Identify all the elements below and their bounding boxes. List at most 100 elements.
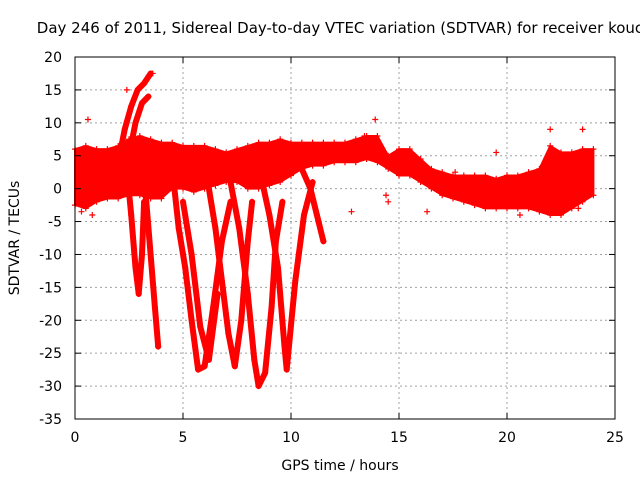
band-bottom-point bbox=[180, 185, 186, 192]
outlier-point bbox=[78, 208, 85, 215]
dip-track bbox=[205, 185, 256, 370]
track-point bbox=[300, 211, 307, 218]
outlier-point bbox=[385, 198, 392, 205]
y-tick-label: 0 bbox=[53, 182, 62, 198]
track-point bbox=[244, 290, 251, 297]
band-bottom-point bbox=[514, 205, 521, 212]
dip-track bbox=[298, 165, 327, 245]
track-point bbox=[266, 211, 273, 218]
track-point bbox=[141, 80, 148, 87]
chart-title: Day 246 of 2011, Sidereal Day-to-day VTE… bbox=[37, 19, 640, 37]
track-point bbox=[279, 198, 286, 205]
track-point bbox=[145, 93, 152, 100]
track-point bbox=[238, 317, 245, 324]
track-point bbox=[171, 185, 178, 192]
y-tick-label: 20 bbox=[44, 50, 62, 66]
outlier-point bbox=[452, 169, 459, 176]
track-point bbox=[225, 330, 232, 337]
track-point bbox=[249, 198, 256, 205]
dip-track bbox=[126, 93, 152, 159]
band-bottom-point bbox=[558, 211, 564, 218]
track-point bbox=[151, 304, 158, 311]
track-point bbox=[197, 323, 204, 330]
track-point bbox=[236, 225, 243, 232]
band-bottom-point bbox=[579, 198, 586, 205]
band-top-point bbox=[342, 139, 348, 146]
band-bottom-point bbox=[331, 159, 338, 166]
band-bottom-point bbox=[450, 195, 456, 202]
band-top-point bbox=[514, 172, 521, 179]
band-top-point bbox=[471, 172, 478, 179]
band-top-point bbox=[190, 142, 197, 149]
outlier-point bbox=[89, 211, 96, 218]
track-point bbox=[255, 383, 262, 390]
band-bottom-point bbox=[115, 195, 122, 202]
track-point bbox=[123, 165, 130, 172]
y-tick-label: 10 bbox=[44, 116, 62, 132]
band-bottom-point bbox=[212, 182, 219, 189]
track-point bbox=[128, 103, 135, 110]
band-top-point bbox=[223, 149, 230, 156]
track-point bbox=[244, 238, 251, 245]
x-tick-label: 10 bbox=[282, 430, 300, 446]
band-top-point bbox=[93, 146, 100, 153]
band-top-point bbox=[547, 142, 554, 149]
band-bottom-point bbox=[525, 205, 532, 212]
x-tick-labels: 0 5 10 15 20 25 bbox=[71, 430, 624, 446]
track-point bbox=[307, 185, 314, 192]
band-bottom-point bbox=[244, 185, 251, 192]
outlier-point bbox=[564, 198, 571, 205]
track-point bbox=[182, 264, 189, 271]
band-bottom-point bbox=[158, 195, 165, 202]
band-bottom-point bbox=[136, 192, 143, 199]
track-point bbox=[201, 363, 208, 370]
band-top-point bbox=[536, 165, 543, 172]
band-bottom-point bbox=[288, 172, 294, 179]
band-top-point bbox=[493, 175, 500, 182]
band-bottom-point bbox=[93, 198, 100, 205]
band-top-point bbox=[320, 139, 327, 146]
track-point bbox=[313, 211, 320, 218]
band-top-point bbox=[406, 146, 413, 153]
track-point bbox=[155, 343, 162, 350]
band-bottom-point bbox=[309, 162, 316, 169]
track-point bbox=[231, 363, 238, 370]
outlier-point bbox=[516, 211, 523, 218]
outlier-point bbox=[493, 149, 500, 156]
band-top-point bbox=[234, 146, 240, 153]
track-point bbox=[132, 264, 139, 271]
y-tick-label: -35 bbox=[39, 412, 62, 428]
band-top-point bbox=[525, 169, 532, 176]
band-bottom-point bbox=[493, 205, 500, 212]
outlier-point bbox=[149, 70, 156, 77]
band-top-point bbox=[82, 142, 89, 149]
track-point bbox=[135, 290, 142, 297]
track-point bbox=[175, 225, 182, 232]
band-top-point bbox=[255, 139, 262, 146]
band-bottom-point bbox=[536, 208, 543, 215]
dip-track bbox=[257, 172, 316, 373]
band-bottom-point bbox=[342, 159, 348, 166]
band-top-point bbox=[201, 142, 208, 149]
band-bottom-point bbox=[482, 205, 489, 212]
dip-track bbox=[115, 70, 154, 166]
track-point bbox=[268, 304, 275, 311]
band-top-point bbox=[180, 142, 186, 149]
band-top-point bbox=[568, 149, 575, 156]
outlier-point bbox=[372, 116, 379, 123]
band-bottom-point bbox=[266, 182, 273, 189]
band-bottom-point bbox=[568, 205, 575, 212]
band-top-point bbox=[266, 139, 273, 146]
track-point bbox=[138, 100, 145, 107]
data-points bbox=[72, 70, 597, 390]
band-bottom-point bbox=[417, 179, 424, 186]
band-bottom-point bbox=[406, 172, 413, 179]
track-point bbox=[205, 185, 212, 192]
axis-ticks bbox=[74, 56, 616, 420]
band-top-point bbox=[482, 172, 489, 179]
track-point bbox=[115, 159, 122, 166]
track-point bbox=[128, 211, 135, 218]
outlier-point bbox=[424, 208, 431, 215]
band-bottom-point bbox=[504, 205, 510, 212]
